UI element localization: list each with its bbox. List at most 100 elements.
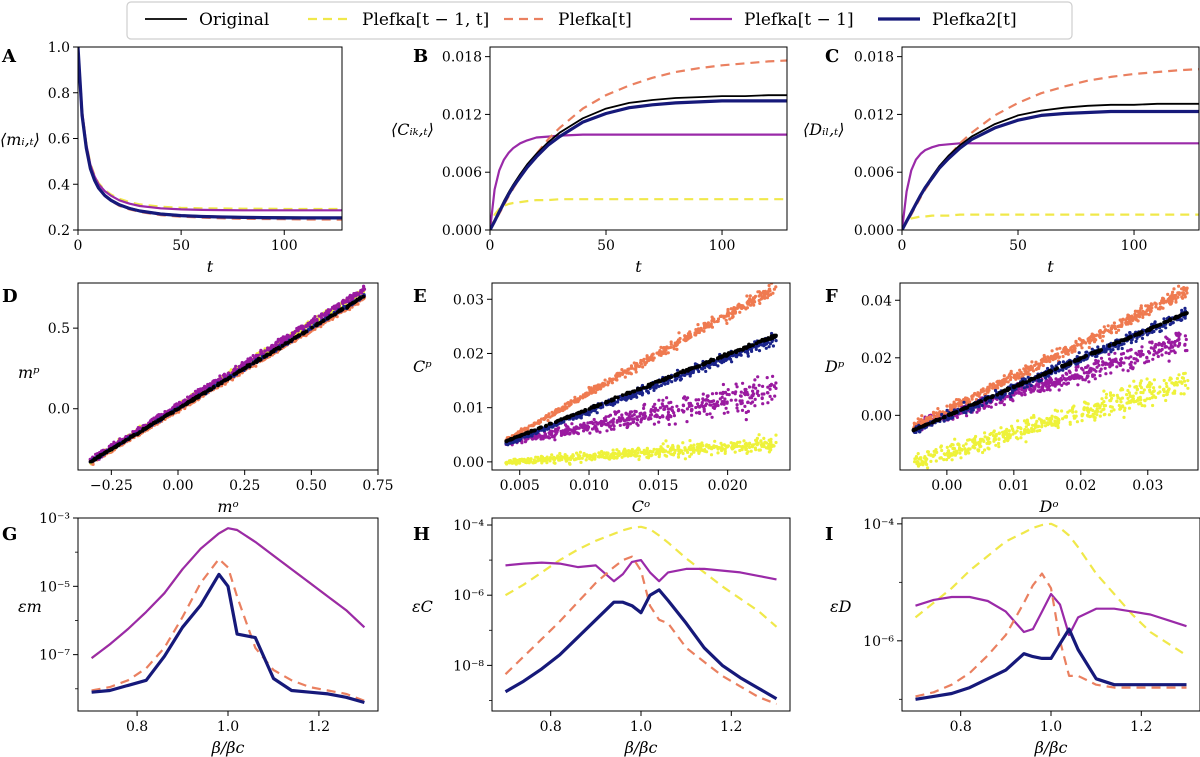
scatter-point <box>627 449 631 453</box>
y-tick-label: 0.2 <box>48 223 70 239</box>
scatter-point <box>767 438 771 442</box>
x-tick-label: 0.015 <box>638 478 678 494</box>
scatter-point <box>763 294 767 298</box>
scatter-point <box>611 403 615 407</box>
scatter-point <box>623 369 627 373</box>
scatter-point <box>771 344 776 348</box>
scatter-point <box>629 396 633 401</box>
scatter-point <box>710 392 715 396</box>
scatter-point <box>650 381 655 386</box>
series-line-plefka_t1t <box>902 213 1199 230</box>
scatter-point <box>546 427 551 431</box>
scatter-point <box>191 398 196 402</box>
scatter-point <box>583 408 588 412</box>
scatter-point <box>742 439 746 443</box>
scatter-point <box>761 402 765 406</box>
scatter-point <box>688 374 692 378</box>
scatter-point <box>738 394 743 398</box>
scatter-point <box>745 390 749 395</box>
scatter-point <box>600 449 604 454</box>
scatter-point <box>643 416 647 420</box>
scatter-point <box>772 384 776 388</box>
scatter-point <box>765 292 769 296</box>
scatter-point <box>718 391 722 395</box>
y-tick-label: 0.8 <box>48 86 70 102</box>
scatter-point <box>315 318 319 322</box>
scatter-point <box>720 395 724 399</box>
scatter-point <box>615 410 619 414</box>
scatter-point <box>582 393 586 397</box>
y-tick-label: 0.006 <box>854 165 894 181</box>
scatter-point <box>612 417 616 421</box>
scatter-point <box>656 379 661 384</box>
scatter-point <box>1164 398 1168 403</box>
scatter-point <box>705 412 709 416</box>
scatter-point <box>768 383 772 388</box>
y-tick-label: 0.4 <box>48 177 70 193</box>
scatter-point <box>614 376 618 380</box>
series-line-plefka_t1t <box>78 47 342 211</box>
scatter-point <box>288 339 293 343</box>
axes-frame-D <box>77 282 379 471</box>
scatter-point <box>666 374 671 379</box>
scatter-point <box>709 446 713 450</box>
scatter-point <box>758 448 762 452</box>
y-ticks-E: 0.000.010.020.03 <box>453 292 492 471</box>
scatter-point <box>632 413 636 417</box>
scatter-point <box>608 454 612 458</box>
scatter-point <box>763 296 767 300</box>
series-line-plefka2_t <box>78 47 342 220</box>
scatter-point <box>646 390 650 394</box>
scatter-point <box>262 354 267 359</box>
scatter-point <box>714 391 719 395</box>
scatter-point <box>111 445 116 450</box>
x-ticks-C: 0 50 100 <box>898 230 1147 254</box>
scatter-point <box>515 440 519 444</box>
scatter-point <box>97 454 102 459</box>
scatter-point <box>739 402 743 406</box>
scatter-point <box>749 348 754 352</box>
scatter-point <box>726 388 730 392</box>
scatter-point <box>661 442 665 446</box>
scatter-point <box>592 417 596 422</box>
scatter-point <box>700 448 705 452</box>
scatter-point <box>757 433 761 437</box>
scatter-point <box>738 399 742 403</box>
scatter-point <box>762 436 766 440</box>
plot-area-B <box>490 59 787 230</box>
scatter-point <box>768 445 772 449</box>
y-axis-label-C: ⟨Dᵢₗ,ₜ⟩ <box>803 120 844 139</box>
scatter-point <box>673 448 677 453</box>
scatter-point <box>770 397 774 401</box>
scatter-point <box>764 446 769 450</box>
scatter-point <box>537 434 541 438</box>
scatter-point <box>677 452 681 456</box>
scatter-point <box>774 440 778 445</box>
scatter-point <box>613 452 617 456</box>
scatter-point <box>259 350 263 354</box>
scatter-point <box>177 410 181 414</box>
scatter-point <box>997 441 1001 446</box>
scatter-point <box>616 395 620 400</box>
scatter-point <box>617 450 621 454</box>
scatter-point <box>669 340 673 344</box>
scatter-point <box>761 289 766 294</box>
scatter-point <box>714 402 719 406</box>
scatter-point <box>563 402 567 406</box>
legend-frame <box>126 1 1073 40</box>
scatter-point <box>632 361 636 365</box>
scatter-point <box>523 440 528 444</box>
scatter-point <box>688 454 692 459</box>
scatter-point <box>748 441 752 445</box>
scatter-point <box>747 385 752 389</box>
scatter-point <box>711 405 715 410</box>
scatter-point <box>997 445 1001 449</box>
scatter-point <box>107 444 112 448</box>
scatter-point <box>719 314 724 318</box>
scatter-point <box>558 451 562 456</box>
scatter-point <box>761 442 765 446</box>
scatter-point <box>665 454 669 458</box>
scatter-point <box>692 443 696 447</box>
